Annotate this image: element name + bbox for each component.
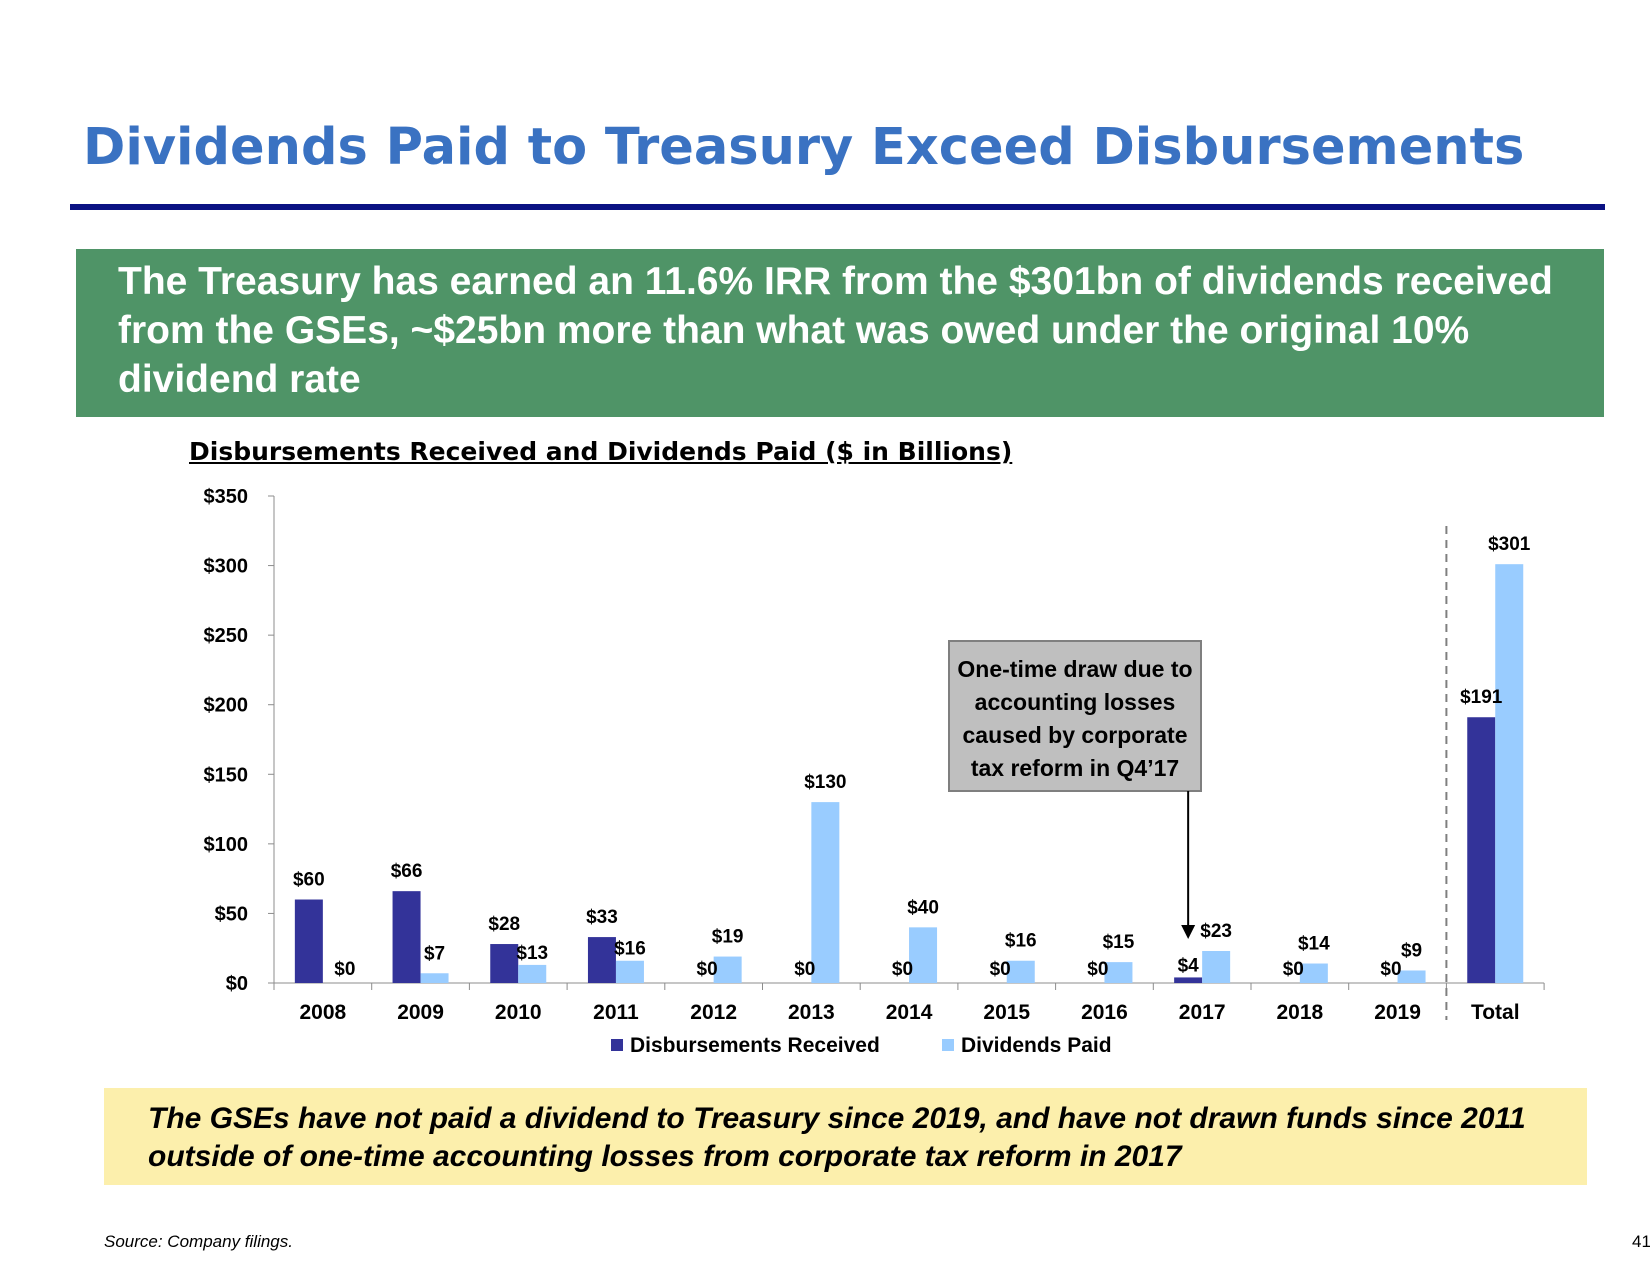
key-message-text: The Treasury has earned an 11.6% IRR fro…	[118, 260, 1553, 401]
dividends-value-label: $9	[1401, 940, 1422, 961]
chart-title: Disbursements Received and Dividends Pai…	[189, 437, 1013, 466]
disbursements-bar	[587, 937, 616, 983]
x-tick-label: 2011	[593, 1001, 639, 1024]
bar-chart: $0 $50 $100 $150 $200 $250 $300 $350 $60 $0 2008 $6…	[204, 486, 1545, 1057]
disbursements-bar	[1174, 977, 1203, 983]
y-tick-label: $300	[204, 556, 249, 578]
source-note: Source: Company filings.	[104, 1232, 293, 1251]
y-tick-label: $0	[226, 973, 248, 995]
dividends-bar	[518, 964, 547, 983]
x-tick-label: 2019	[1374, 1001, 1421, 1024]
dividends-bar	[1495, 564, 1524, 983]
disbursements-value-label: $0	[1087, 959, 1108, 980]
disbursements-value-label: $33	[586, 907, 618, 928]
y-tick-label: $100	[204, 834, 249, 856]
annotation-box	[948, 640, 1202, 792]
annotation-text-line: One-time draw due to	[957, 656, 1192, 682]
x-tick-label: Total	[1471, 1001, 1520, 1024]
disbursements-value-label: $0	[697, 959, 718, 980]
footer-note-box: The GSEs have not paid a dividend to Tre…	[104, 1088, 1587, 1185]
y-tick-label: $150	[204, 764, 249, 786]
dividends-value-label: $16	[614, 939, 646, 960]
dividends-bar	[1202, 950, 1231, 983]
dividends-bar	[909, 927, 938, 983]
disbursements-value-label: $0	[1380, 959, 1401, 980]
x-tick-label: 2010	[495, 1001, 542, 1024]
dividends-bar	[615, 960, 644, 983]
annotation-arrow-head	[1181, 925, 1196, 939]
legend-swatch-disbursements	[611, 1039, 623, 1051]
x-tick-label: 2015	[983, 1001, 1030, 1024]
dividends-bar	[1104, 962, 1133, 983]
dividends-value-label: $15	[1103, 932, 1135, 953]
annotation-text-line: accounting losses	[975, 689, 1176, 715]
dividends-value-label: $14	[1298, 934, 1330, 955]
x-tick-label: 2012	[690, 1001, 737, 1024]
legend-label-dividends: Dividends Paid	[961, 1034, 1112, 1057]
disbursements-bar	[294, 899, 323, 983]
dividends-value-label: $40	[907, 897, 939, 918]
disbursements-value-label: $0	[794, 959, 815, 980]
disbursements-value-label: $60	[293, 870, 325, 891]
title-rule	[70, 204, 1605, 210]
x-tick-label: 2013	[788, 1001, 835, 1024]
dividends-value-label: $130	[804, 772, 846, 793]
disbursements-value-label: $4	[1178, 955, 1200, 976]
dividends-bar	[1397, 970, 1426, 983]
dividends-value-label: $0	[334, 959, 355, 980]
disbursements-value-label: $28	[488, 914, 520, 935]
dividends-bar	[713, 956, 742, 983]
x-tick-label: 2014	[886, 1001, 933, 1024]
dividends-bar	[1299, 963, 1328, 983]
annotation-text-line: tax reform in Q4’17	[971, 755, 1179, 781]
y-tick-label: $350	[204, 486, 249, 508]
x-tick-label: 2018	[1276, 1001, 1323, 1024]
dividends-bar	[1006, 960, 1035, 983]
dividends-value-label: $23	[1200, 921, 1232, 942]
page-number: 41	[1632, 1232, 1650, 1251]
dividends-value-label: $7	[424, 943, 445, 964]
legend-label-disbursements: Disbursements Received	[630, 1034, 880, 1057]
disbursements-bar	[490, 944, 519, 983]
dividends-bar	[420, 973, 449, 983]
disbursements-value-label: $0	[1283, 959, 1304, 980]
key-message-banner: The Treasury has earned an 11.6% IRR fro…	[76, 249, 1604, 417]
dividends-bar	[811, 802, 840, 983]
page-title: Dividends Paid to Treasury Exceed Disbur…	[83, 118, 1525, 177]
disbursements-value-label: $191	[1460, 687, 1503, 708]
disbursements-value-label: $0	[990, 959, 1011, 980]
x-tick-label: 2009	[397, 1001, 444, 1024]
disbursements-bar	[392, 891, 421, 983]
y-tick-label: $200	[204, 695, 249, 717]
dividends-value-label: $301	[1488, 534, 1531, 555]
x-tick-label: 2008	[299, 1001, 346, 1024]
footer-note-text: The GSEs have not paid a dividend to Tre…	[148, 1102, 1526, 1173]
y-tick-label: $50	[215, 903, 248, 925]
dividends-value-label: $16	[1005, 931, 1037, 952]
x-tick-label: 2016	[1081, 1001, 1128, 1024]
disbursements-value-label: $66	[391, 861, 423, 882]
dividends-value-label: $19	[712, 927, 744, 948]
y-tick-label: $250	[204, 625, 249, 647]
legend-swatch-dividends	[942, 1039, 954, 1051]
dividends-value-label: $13	[516, 943, 548, 964]
annotation-text-line: caused by corporate	[963, 722, 1188, 748]
disbursements-value-label: $0	[892, 959, 913, 980]
disbursements-bar	[1467, 717, 1496, 983]
x-tick-label: 2017	[1179, 1001, 1226, 1024]
